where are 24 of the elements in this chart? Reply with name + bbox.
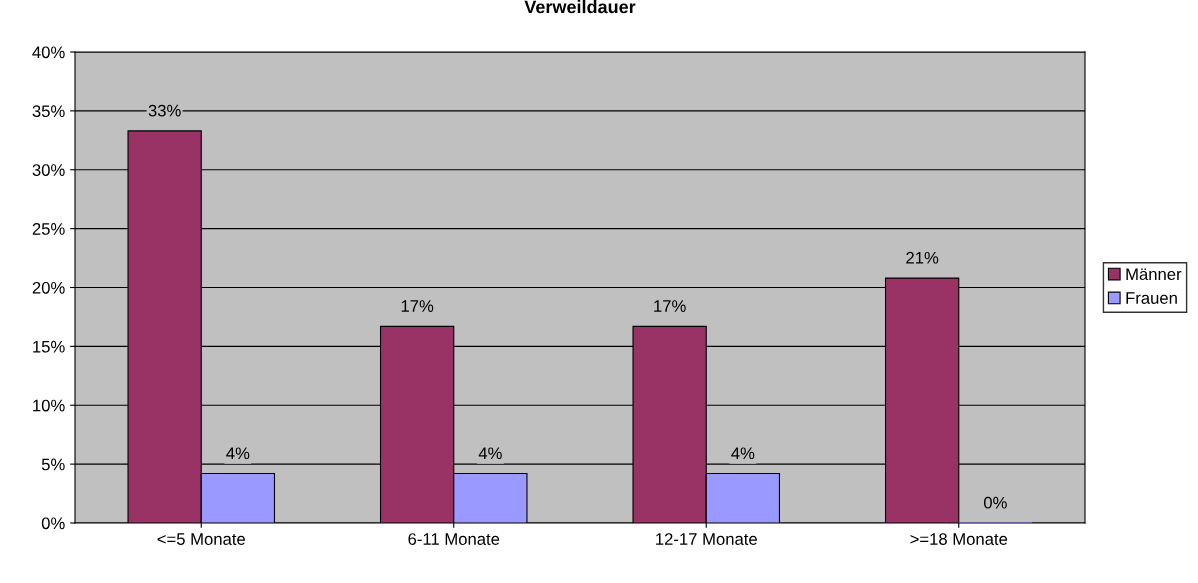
data-label: 4%	[226, 447, 250, 460]
y-tick-label: 30%	[32, 164, 65, 176]
data-label: 17%	[654, 300, 686, 312]
data-label: 4%	[731, 447, 755, 460]
x-tick-label: >=18 Monate	[910, 533, 1008, 545]
y-tick-label: 10%	[33, 399, 65, 412]
y-tick-label: 15%	[33, 340, 65, 353]
chart-title: Verweildauer	[524, 0, 636, 14]
y-tick-label: 5%	[41, 458, 65, 471]
x-tick-label: 6-11 Monate	[408, 533, 500, 545]
legend-label: Männer	[1126, 268, 1182, 281]
y-tick-label: 35%	[32, 105, 65, 118]
data-label: 33%	[148, 104, 181, 117]
y-tick-label: 20%	[32, 281, 65, 294]
y-tick-label: 25%	[32, 223, 65, 235]
y-tick-label: 40%	[32, 46, 65, 59]
x-tick-label: <=5 Monate	[157, 533, 245, 545]
data-label: 17%	[401, 300, 434, 312]
data-label: 0%	[983, 496, 1007, 509]
legend-label: Frauen	[1126, 292, 1177, 304]
data-label: 4%	[478, 447, 502, 460]
x-tick-label: 12-17 Monate	[656, 533, 757, 545]
data-label: 21%	[906, 251, 939, 264]
y-tick-label: 0%	[41, 517, 65, 530]
